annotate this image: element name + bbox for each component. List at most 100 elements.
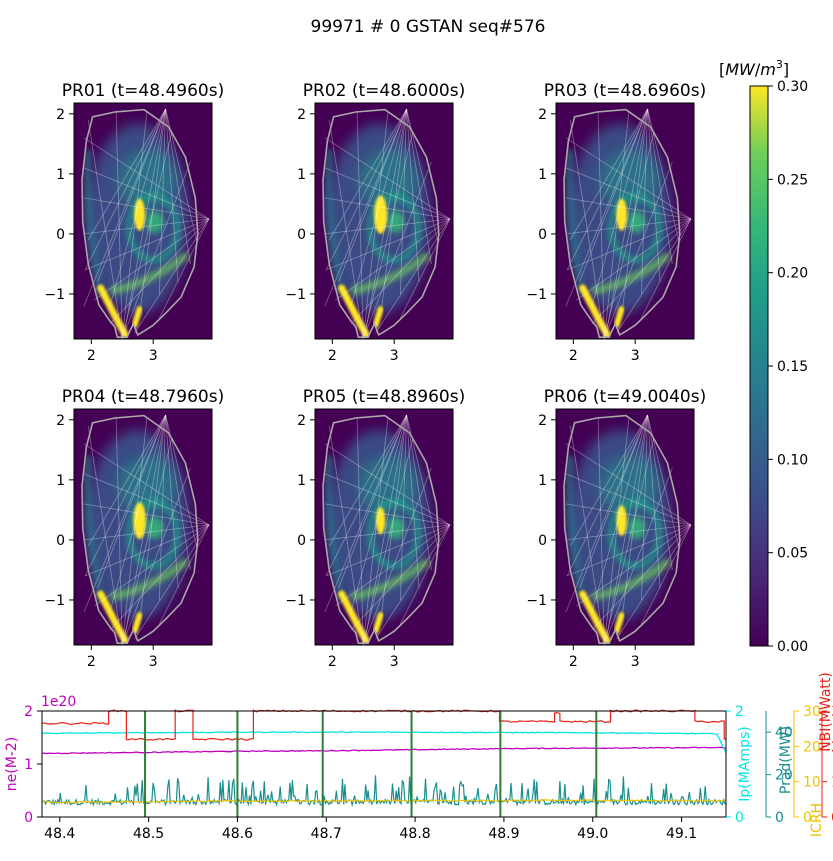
x-tick-label: 48.5 bbox=[133, 826, 164, 842]
x-tick-label: 2 bbox=[328, 654, 337, 670]
x-tick-label: 48.7 bbox=[311, 826, 342, 842]
vessel-outline bbox=[322, 108, 440, 338]
sightline bbox=[121, 467, 191, 645]
sightline bbox=[350, 108, 407, 307]
sightline bbox=[324, 443, 451, 526]
sightline bbox=[591, 524, 692, 631]
nbi-tick-label: 20 bbox=[831, 739, 833, 755]
sightline bbox=[159, 218, 210, 319]
sightline bbox=[350, 218, 451, 325]
icrh-axis-label: ICRH bbox=[809, 803, 825, 837]
sightline bbox=[325, 218, 451, 271]
vessel-outline bbox=[81, 414, 199, 644]
divertor-leg-inner bbox=[97, 284, 129, 338]
sightline bbox=[124, 108, 166, 328]
colorbar-tick-label: 0.30 bbox=[777, 79, 808, 95]
sightline bbox=[94, 218, 210, 301]
sightline bbox=[140, 108, 166, 307]
sightline bbox=[87, 414, 166, 547]
ip-axis-label: Ip(MAmps) bbox=[737, 726, 753, 801]
colorbar-ticks: 0.00 0.05 0.10 0.15 0.20 0.25 0.30 bbox=[768, 79, 808, 655]
panel-pr04: PR04 (t=48.7960s) 2 1 0 −1 2 3 bbox=[44, 387, 224, 670]
x-tick-label: 3 bbox=[149, 348, 158, 364]
x-tick-label: 48.6 bbox=[222, 826, 253, 842]
sightline bbox=[406, 108, 420, 282]
nbi-axis-label: NBI(MWatt) bbox=[818, 672, 833, 752]
divertor-leg-inner bbox=[338, 590, 370, 644]
nbi-tick-label: 30 bbox=[831, 704, 833, 720]
sightline bbox=[603, 131, 655, 339]
figure-title: 99971 # 0 GSTAN seq#576 bbox=[311, 17, 546, 37]
panel-frame bbox=[314, 408, 454, 646]
sightline bbox=[576, 524, 692, 607]
core-center bbox=[386, 210, 405, 233]
sightline bbox=[565, 137, 692, 220]
sightline bbox=[121, 131, 173, 339]
sightline bbox=[165, 414, 179, 588]
sightline bbox=[325, 108, 407, 271]
nbi-tick-label: 10 bbox=[831, 775, 833, 791]
colorbar-tick-label: 0.00 bbox=[777, 639, 808, 655]
y-tick-label: −1 bbox=[44, 593, 65, 609]
sightline bbox=[338, 414, 407, 589]
sightline bbox=[647, 108, 673, 264]
prad-tick-label: 40 bbox=[775, 725, 793, 741]
y-tick-label: −1 bbox=[285, 287, 306, 303]
colorbar-tick-label: 0.20 bbox=[777, 266, 808, 282]
sightline bbox=[140, 414, 166, 613]
sightline bbox=[325, 414, 407, 577]
sightline bbox=[324, 414, 407, 613]
divertor-leg-outer bbox=[613, 305, 625, 329]
ip-line bbox=[42, 731, 726, 754]
sightline bbox=[121, 437, 173, 645]
sightline bbox=[381, 414, 407, 613]
left-edge bbox=[83, 149, 105, 295]
x-tick-label: 2 bbox=[569, 348, 578, 364]
sightlines bbox=[565, 414, 692, 645]
sightline bbox=[565, 524, 691, 541]
sightline bbox=[647, 414, 673, 570]
sightline bbox=[375, 524, 451, 640]
sightline bbox=[356, 416, 364, 645]
sightline bbox=[616, 524, 692, 640]
sightline bbox=[328, 414, 407, 547]
divertor-leg-outer bbox=[372, 305, 384, 329]
sightline bbox=[109, 524, 210, 631]
sightline bbox=[606, 108, 648, 328]
core-ring bbox=[126, 192, 181, 263]
sightline bbox=[399, 108, 407, 294]
sightline bbox=[565, 108, 648, 307]
sightline bbox=[134, 524, 210, 640]
sightline bbox=[328, 108, 407, 241]
sightline bbox=[641, 524, 692, 625]
sightline bbox=[565, 443, 692, 526]
sightline bbox=[124, 414, 166, 634]
lower-arc bbox=[350, 558, 431, 601]
divertor-leg-inner bbox=[579, 284, 611, 338]
panel-pr02: PR02 (t=48.6000s) 2 1 0 −1 2 3 bbox=[285, 81, 465, 364]
sightline bbox=[565, 414, 648, 613]
vessel-outline bbox=[563, 108, 681, 338]
y-tick-label: 1 bbox=[538, 473, 547, 489]
ne-axis-label: ne(M-2) bbox=[4, 737, 20, 791]
sightline bbox=[121, 110, 148, 339]
y-tick-label: 0 bbox=[538, 227, 547, 243]
sightline bbox=[87, 119, 123, 339]
sightline bbox=[158, 414, 166, 600]
colorbar-tick-label: 0.05 bbox=[777, 546, 808, 562]
sightline bbox=[324, 524, 450, 541]
prad-axis-label: Prad(MW) bbox=[778, 726, 794, 794]
sightline bbox=[134, 218, 210, 334]
sightline bbox=[83, 108, 166, 307]
sightline bbox=[565, 218, 691, 235]
divertor-leg-outer bbox=[613, 611, 625, 635]
sightline bbox=[400, 524, 451, 625]
left-edge bbox=[565, 149, 587, 295]
sightline bbox=[83, 167, 210, 220]
y-tick-label: 2 bbox=[56, 413, 65, 429]
emission-field bbox=[324, 429, 431, 644]
sightline bbox=[83, 503, 209, 526]
left-edge bbox=[324, 455, 346, 601]
y-tick-label: −1 bbox=[526, 593, 547, 609]
